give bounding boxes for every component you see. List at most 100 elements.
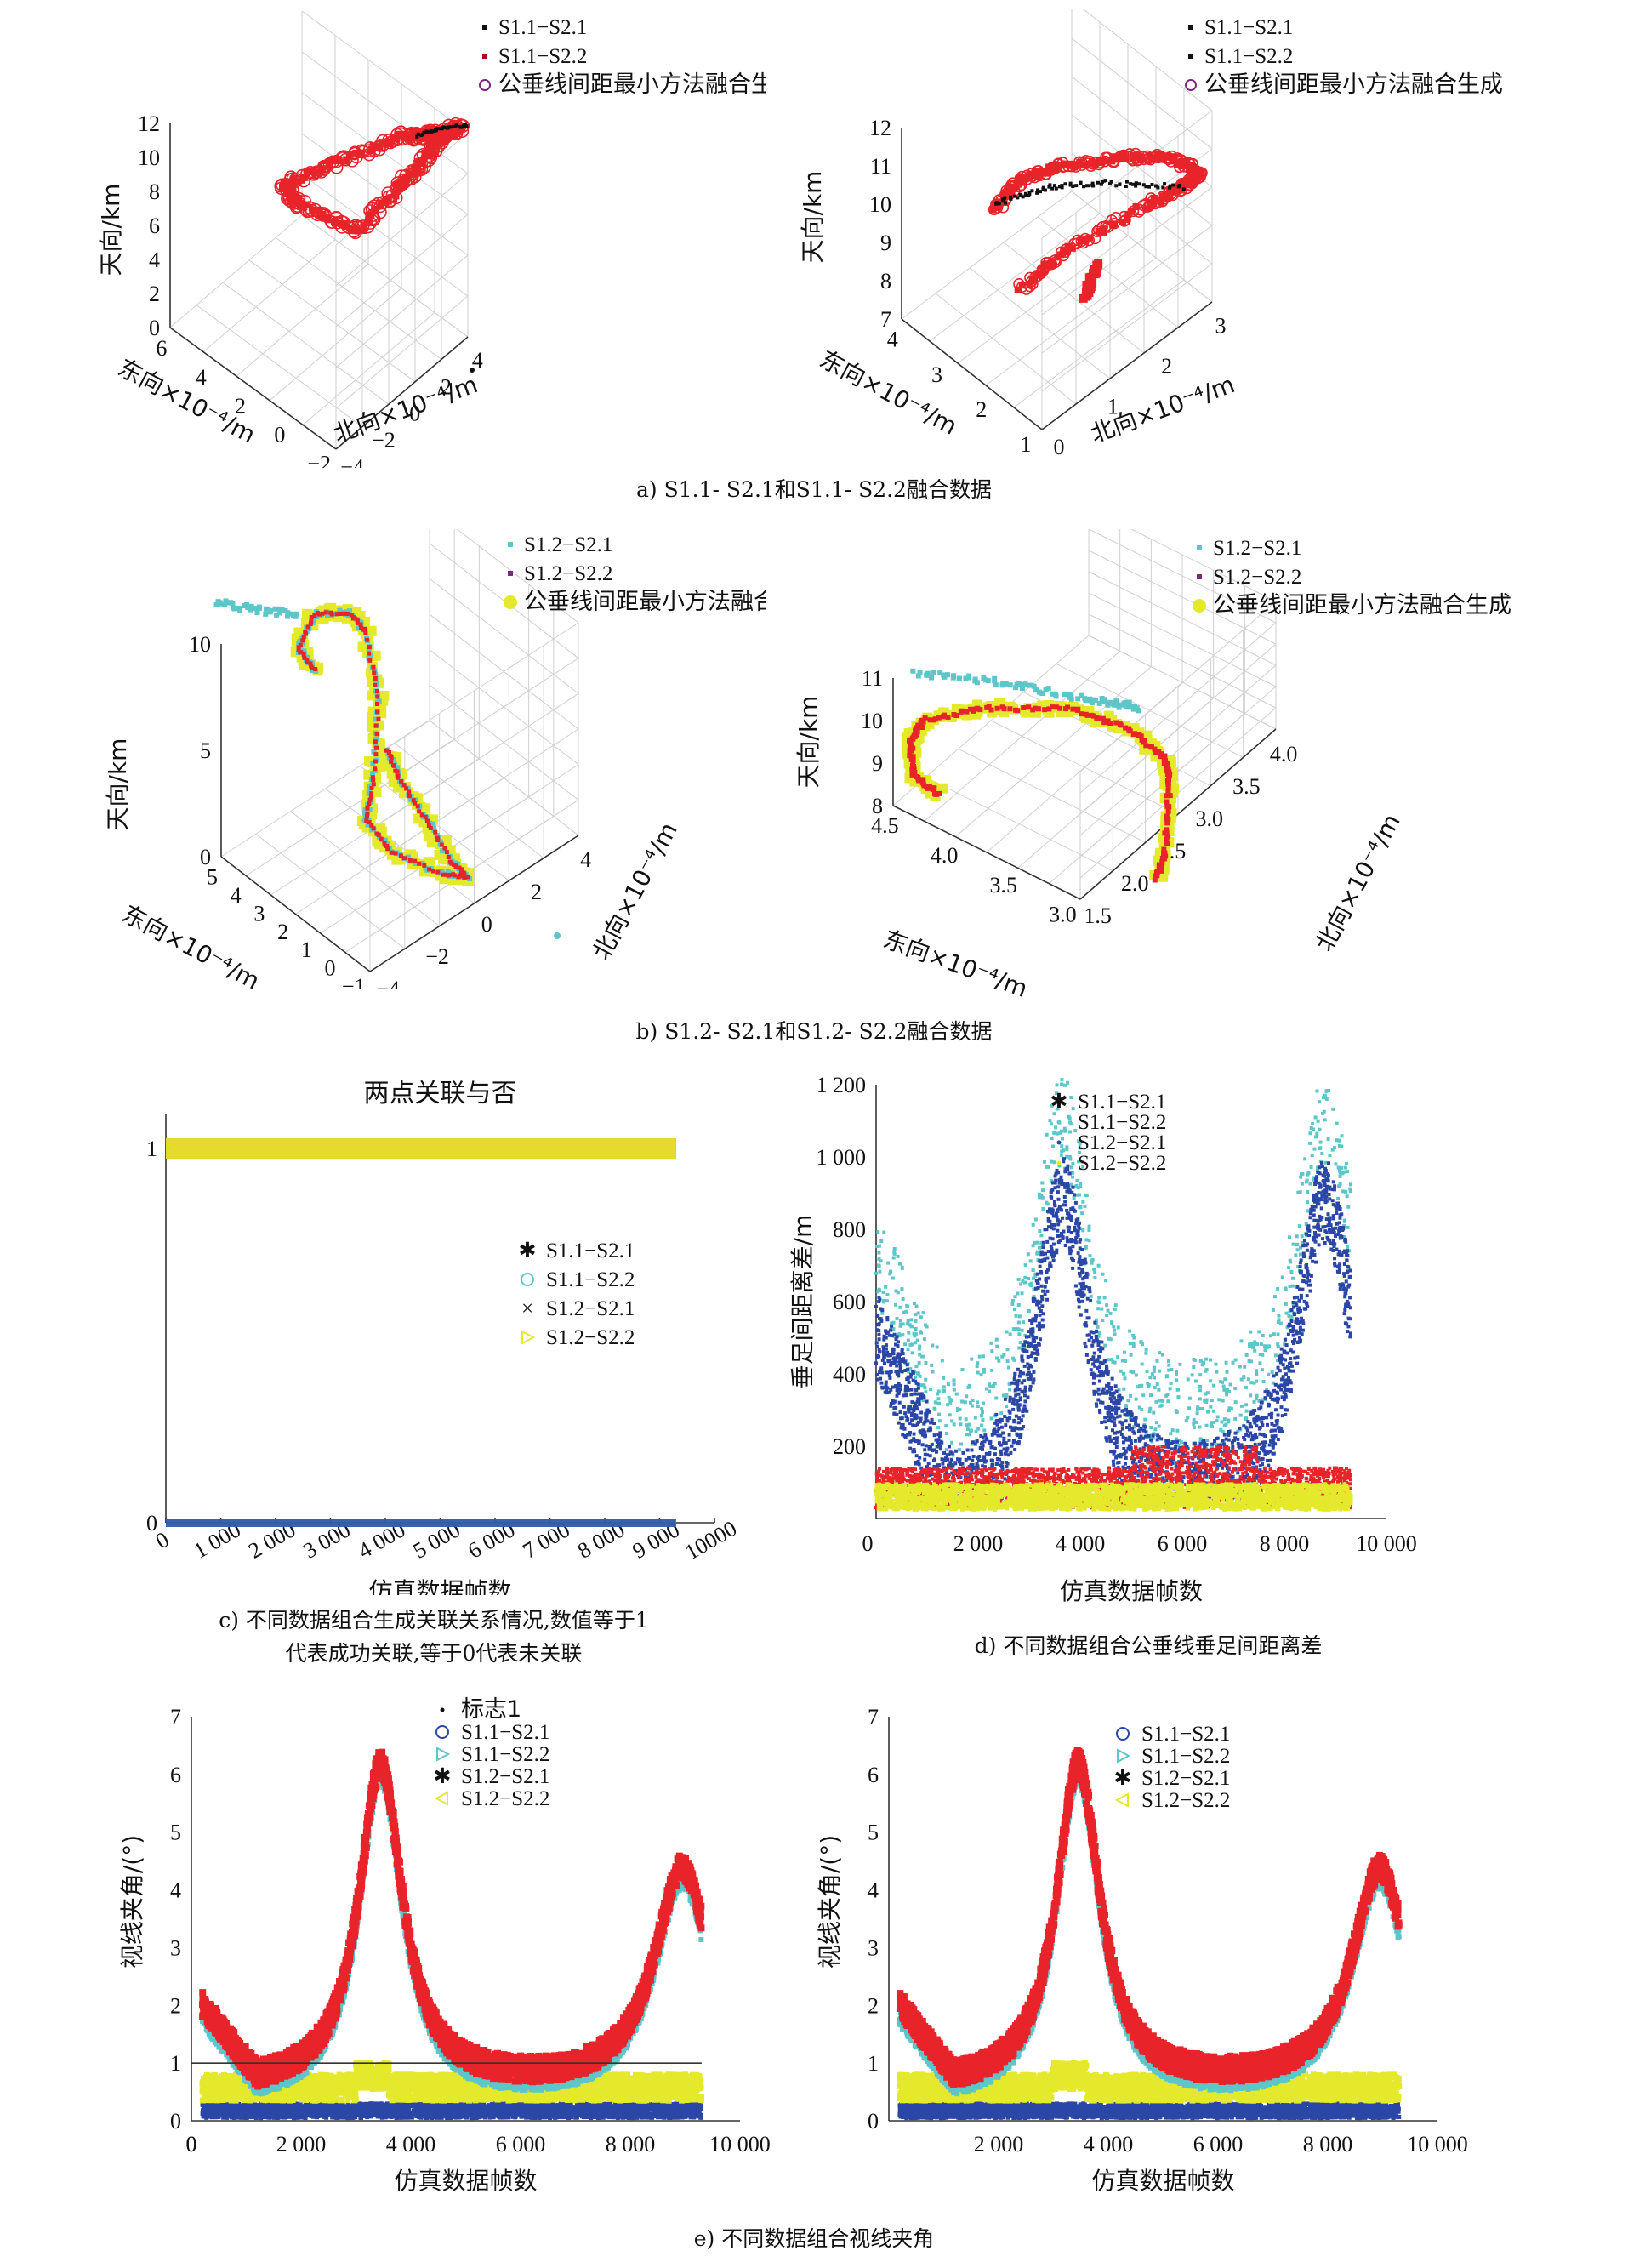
a-left-ztick: 2 xyxy=(149,282,160,306)
e-right-legend-label: S1.2−S2.1 xyxy=(1141,1767,1230,1790)
a-right-zlabel: 天向/km xyxy=(799,171,827,264)
a-right-xtick: 4 xyxy=(887,328,898,352)
d-xtick: 10 000 xyxy=(1356,1531,1417,1556)
a-left-fused-body xyxy=(279,123,466,235)
a-left-ylabel: 北向×10⁻⁴/m xyxy=(330,370,481,448)
d-series-S1.1-S2.2 xyxy=(874,1078,1352,1457)
c-legend-marker: ✱ xyxy=(519,1239,537,1262)
b-right-x-axis xyxy=(892,805,1081,900)
d-legend-label: S1.1−S2.1 xyxy=(1078,1091,1166,1114)
d-series-S1.1-S2.2-marks xyxy=(874,1078,1352,1457)
a-left-legend-label: 公垂线间距最小方法融合生成 xyxy=(498,71,766,98)
a-left-xtick: 4 xyxy=(196,365,207,390)
a-right-S1.1-S2.1 xyxy=(994,179,1186,206)
d-xtick: 0 xyxy=(862,1531,874,1556)
d-xtick: 8 000 xyxy=(1260,1531,1310,1556)
e-right-series-S1.2-S2.1 xyxy=(896,1747,1403,2088)
b-right-fused xyxy=(901,698,1179,882)
a-right-fused-body xyxy=(989,151,1203,293)
b-left-ztick: 5 xyxy=(200,738,211,763)
chart-e-right: 0 1 2 3 4 5 6 7 2 000 4 000 6 000 8 000 10 000 仿真数据帧数… xyxy=(817,1705,1468,2195)
b-left-S1.2-S2.1-tail xyxy=(213,598,299,619)
a-left-ytick: 4 xyxy=(472,348,483,373)
e-left-legend-marker xyxy=(440,1707,445,1712)
b-left-ytick: −2 xyxy=(425,944,449,969)
a-left-xtick: 0 xyxy=(274,423,285,447)
d-xtick: 6 000 xyxy=(1158,1531,1208,1556)
chart-d: 200 400 600 800 1 000 1 200 0 2 000 4 000 6 000 8 … xyxy=(788,1073,1417,1605)
caption-a: a) S1.1- S2.1和S1.1- S2.2融合数据 xyxy=(636,477,992,502)
e-right-ytick: 2 xyxy=(868,1993,879,2018)
b-left-xtick: −1 xyxy=(342,974,366,989)
b-left-ztick: 10 xyxy=(189,632,211,657)
e-left-legend-label: S1.2−S2.2 xyxy=(461,1787,549,1810)
a-right-legend-marker xyxy=(1188,25,1193,30)
d-legend-marker xyxy=(1056,1140,1062,1145)
a-right-ztick: 8 xyxy=(880,269,891,293)
a-left-ytick: 2 xyxy=(441,374,452,399)
e-right-xtick: 6 000 xyxy=(1193,2132,1244,2157)
e-left-xtick: 2 000 xyxy=(276,2132,327,2157)
b-left-y-axis xyxy=(369,835,579,972)
b-left-xtick: 2 xyxy=(277,920,288,944)
b-left-xlabel: 东向×10⁻⁴/m xyxy=(117,899,264,989)
caption-e: e) 不同数据组合视线夹角 xyxy=(693,2226,935,2251)
a-right-S1.1-S2.1-marks xyxy=(994,179,1186,206)
e-right-legend-marker xyxy=(1114,1792,1129,1808)
b-left-legend-label: 公垂线间距最小方法融合生成 xyxy=(524,589,766,615)
e-right-ytick: 1 xyxy=(868,2051,879,2076)
d-legend-marker: ✱ xyxy=(1050,1091,1068,1114)
c-xlabel: 仿真数据帧数 xyxy=(368,1577,511,1595)
b-right-ylabel: 北向×10⁻⁴/m xyxy=(1310,809,1406,955)
b-right-zlabel: 天向/km xyxy=(794,696,823,789)
a-right-legend-label: S1.1−S2.1 xyxy=(1204,16,1293,39)
e-left-ytick: 6 xyxy=(170,1763,181,1787)
b-left-xtick: 1 xyxy=(301,937,312,962)
e-left-ytick: 0 xyxy=(170,2109,181,2134)
e-left-series-S1.1-S2.1 xyxy=(200,2101,703,2121)
e-left-ylabel: 视线夹角/(°) xyxy=(119,1835,146,1969)
a-left-y-axis xyxy=(335,336,469,450)
a-left-legend-label: S1.1−S2.2 xyxy=(498,45,587,68)
a-left-fused-body-marks xyxy=(279,123,466,235)
a-left-legend-label: S1.1−S2.1 xyxy=(498,16,587,39)
a-right-ytick: 0 xyxy=(1054,435,1065,459)
b-left-legend-label: S1.2−S2.2 xyxy=(524,562,612,585)
a-left-x-axis xyxy=(169,327,337,450)
e-right-ytick: 7 xyxy=(868,1705,879,1729)
b-right-S1.2-S2.2 xyxy=(907,704,1173,883)
e-right-legend-label: S1.1−S2.2 xyxy=(1141,1745,1230,1768)
c-series-band-2 xyxy=(166,1519,676,1527)
b-left-legend-marker xyxy=(504,595,517,609)
c-legend-marker: × xyxy=(521,1297,533,1320)
e-left-series-S1.2-S2.1 xyxy=(198,1748,705,2090)
e-right-ytick: 6 xyxy=(868,1763,879,1787)
d-ytick: 1 200 xyxy=(817,1073,867,1097)
b-right-legend-label: 公垂线间距最小方法融合生成 xyxy=(1213,592,1511,618)
caption-d: d) 不同数据组合公垂线垂足间距离差 xyxy=(974,1633,1323,1658)
b-left-S1.2-S2.1-tail-marks xyxy=(213,598,299,619)
a-right-xlabel: 东向×10⁻⁴/m xyxy=(815,345,961,441)
a-left-ytick: −4 xyxy=(340,454,364,468)
d-series-S1.1-S2.1-marks xyxy=(874,1445,1352,1510)
e-right-xtick: 4 000 xyxy=(1084,2132,1134,2157)
e-right-series-S1.1-S2.1 xyxy=(897,2101,1402,2121)
b-right-xtick: 4.0 xyxy=(931,843,959,868)
b-right-xtick: 3.0 xyxy=(1049,903,1077,927)
b-left-xtick: 0 xyxy=(325,956,336,981)
e-left-ytick: 4 xyxy=(170,1878,181,1903)
e-right-ytick: 0 xyxy=(868,2109,879,2134)
b-right-S1.2-S2.1 xyxy=(910,668,1141,714)
e-left-xtick: 0 xyxy=(186,2132,197,2157)
e-left-xlabel: 仿真数据帧数 xyxy=(394,2167,537,2195)
e-left-xtick: 6 000 xyxy=(496,2132,546,2157)
d-xlabel: 仿真数据帧数 xyxy=(1060,1577,1203,1605)
e-left-legend-label: S1.1−S2.1 xyxy=(461,1721,549,1744)
e-right-ylabel: 视线夹角/(°) xyxy=(817,1835,844,1969)
a-right-legend-label: 公垂线间距最小方法融合生成 xyxy=(1204,71,1503,98)
e-right-legend-label: S1.2−S2.2 xyxy=(1141,1789,1230,1812)
a-left-zlabel: 天向/km xyxy=(97,184,125,276)
d-legend-label: S1.2−S2.1 xyxy=(1078,1131,1166,1154)
